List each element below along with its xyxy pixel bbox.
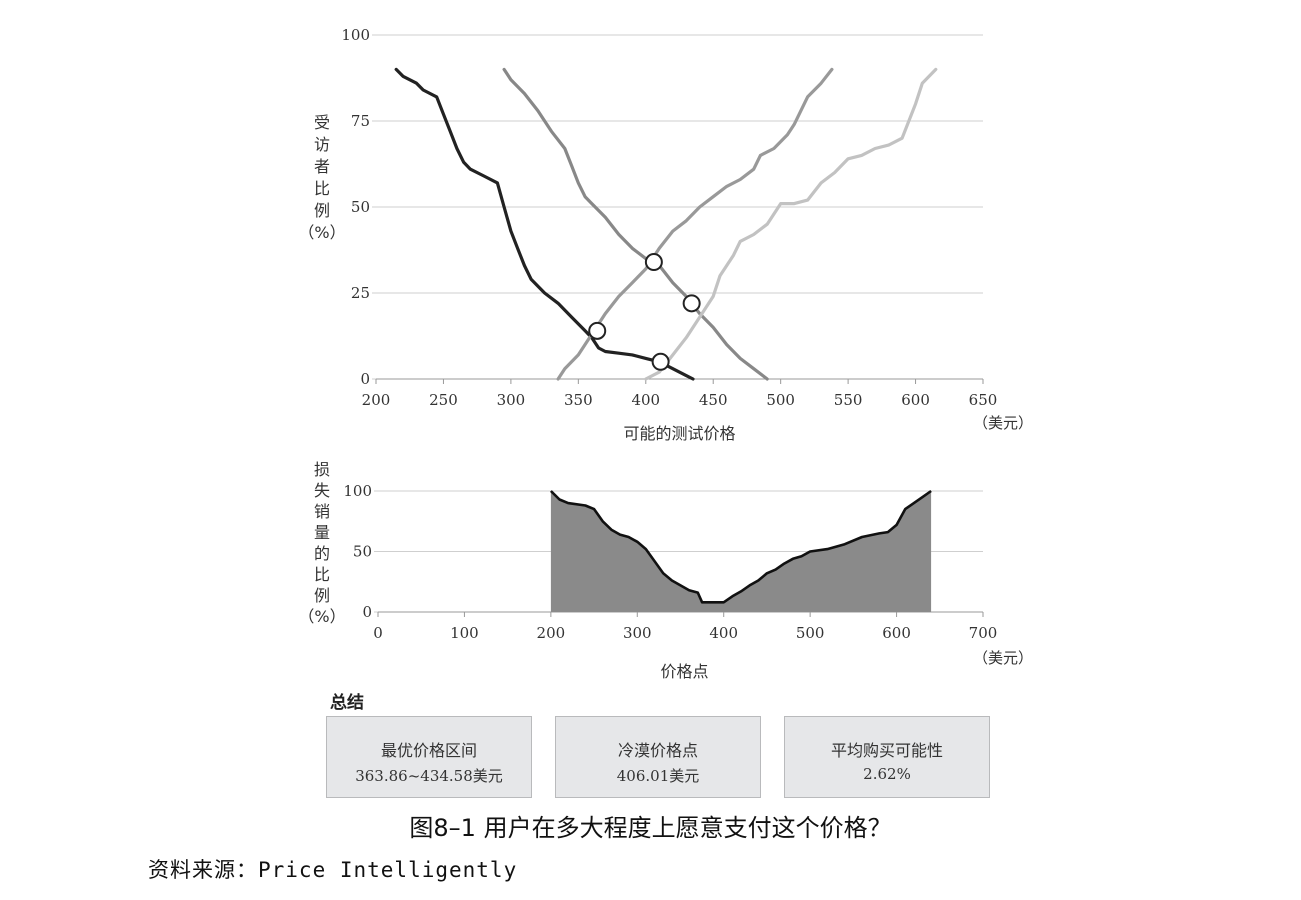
- bottom-chart-y-axis-label-char: 比: [314, 565, 330, 584]
- top-chart-x-tick-label: 550: [834, 391, 863, 409]
- source-note: 资料来源：Price Intelligently: [148, 858, 518, 882]
- top-chart-x-axis-label: 可能的测试价格: [623, 424, 735, 443]
- indifference-price-label: 冷漠价格点: [617, 741, 698, 760]
- top-chart-y-tick-label: 0: [360, 370, 370, 388]
- top-chart-intersection-marker: [588, 321, 607, 340]
- bottom-chart-area-fill: [550, 491, 932, 612]
- optimal-price-range-label: 最优价格区间: [380, 741, 477, 760]
- bottom-chart-x-tick-label: 200: [537, 624, 566, 642]
- bottom-chart-y-axis-label-char: 例: [314, 586, 330, 605]
- top-chart-y-axis-label-char: 例: [314, 201, 330, 220]
- bottom-chart-x-tick-label: 600: [882, 624, 911, 642]
- top-chart-series-line-1: [502, 67, 769, 381]
- top-chart-x-tick-label: 600: [901, 391, 930, 409]
- bottom-chart-y-tick-label: 50: [353, 543, 372, 561]
- bottom-chart-y-axis-label-char: （%）: [298, 607, 345, 626]
- bottom-chart-x-tick-label: 0: [373, 624, 383, 642]
- top-chart-x-tick-label: 300: [497, 391, 526, 409]
- top-chart-y-tick-label: 25: [351, 284, 370, 302]
- avg-purchase-likelihood-label: 平均购买可能性: [830, 741, 943, 760]
- bottom-chart-x-tick-label: 400: [709, 624, 738, 642]
- top-chart-y-tick-label: 50: [351, 198, 370, 216]
- bottom-chart-y-axis-label-char: 损: [314, 460, 330, 479]
- top-chart-x-tick-label: 350: [564, 391, 593, 409]
- bottom-chart-x-axis-label: 价格点: [660, 662, 708, 681]
- top-chart-x-tick-label: 250: [429, 391, 458, 409]
- top-chart-intersection-marker: [644, 253, 663, 272]
- bottom-chart-y-axis-label-char: 销: [314, 502, 330, 521]
- summary-title: 总结: [330, 693, 364, 713]
- bottom-chart-y-tick-label: 100: [343, 482, 372, 500]
- top-chart-series-line-3: [644, 67, 938, 381]
- indifference-price-value: 406.01美元: [616, 767, 700, 785]
- top-chart-x-tick-label: 200: [362, 391, 391, 409]
- top-chart-x-unit: （美元）: [973, 414, 1033, 432]
- bottom-chart-x-tick-label: 500: [796, 624, 825, 642]
- top-chart-y-tick-label: 75: [351, 112, 370, 130]
- figure-caption: 图8–1 用户在多大程度上愿意支付这个价格？: [409, 814, 892, 842]
- indifference-price-box: 冷漠价格点 406.01美元: [555, 716, 761, 798]
- top-chart-y-axis-label-char: （%）: [298, 223, 345, 242]
- bottom-chart-x-tick-label: 300: [623, 624, 652, 642]
- top-chart-intersection-marker: [682, 294, 701, 313]
- top-chart-x-tick-label: 500: [766, 391, 795, 409]
- avg-purchase-likelihood-value: 2.62%: [863, 765, 911, 783]
- bottom-chart-y-axis-label-char: 失: [314, 481, 330, 500]
- bottom-chart-area-outline: [549, 489, 932, 604]
- optimal-price-range-box: 最优价格区间 363.86~434.58美元: [326, 716, 532, 798]
- bottom-chart-y-axis-label-char: 量: [314, 523, 330, 542]
- bottom-chart-y-tick-label: 0: [362, 603, 372, 621]
- top-chart-x-tick-label: 450: [699, 391, 728, 409]
- top-chart-x-tick-label: 400: [631, 391, 660, 409]
- top-chart-y-axis-label-char: 比: [314, 179, 330, 198]
- top-chart-series-line-0: [394, 67, 695, 381]
- bottom-chart-x-tick-label: 100: [450, 624, 479, 642]
- bottom-chart-x-tick-label: 700: [969, 624, 998, 642]
- bottom-chart-x-unit: （美元）: [973, 649, 1033, 667]
- top-chart-y-axis-label-char: 受: [314, 113, 330, 132]
- top-chart-x-tick-label: 650: [969, 391, 998, 409]
- top-chart-y-axis-label-char: 访: [314, 135, 330, 154]
- top-chart-y-axis-label-char: 者: [314, 157, 330, 176]
- optimal-price-range-value: 363.86~434.58美元: [355, 767, 503, 785]
- avg-purchase-likelihood-box: 平均购买可能性 2.62%: [784, 716, 990, 798]
- top-chart-y-tick-label: 100: [341, 26, 370, 44]
- bottom-chart-y-axis-label-char: 的: [314, 544, 330, 563]
- top-chart-intersection-marker: [651, 352, 670, 371]
